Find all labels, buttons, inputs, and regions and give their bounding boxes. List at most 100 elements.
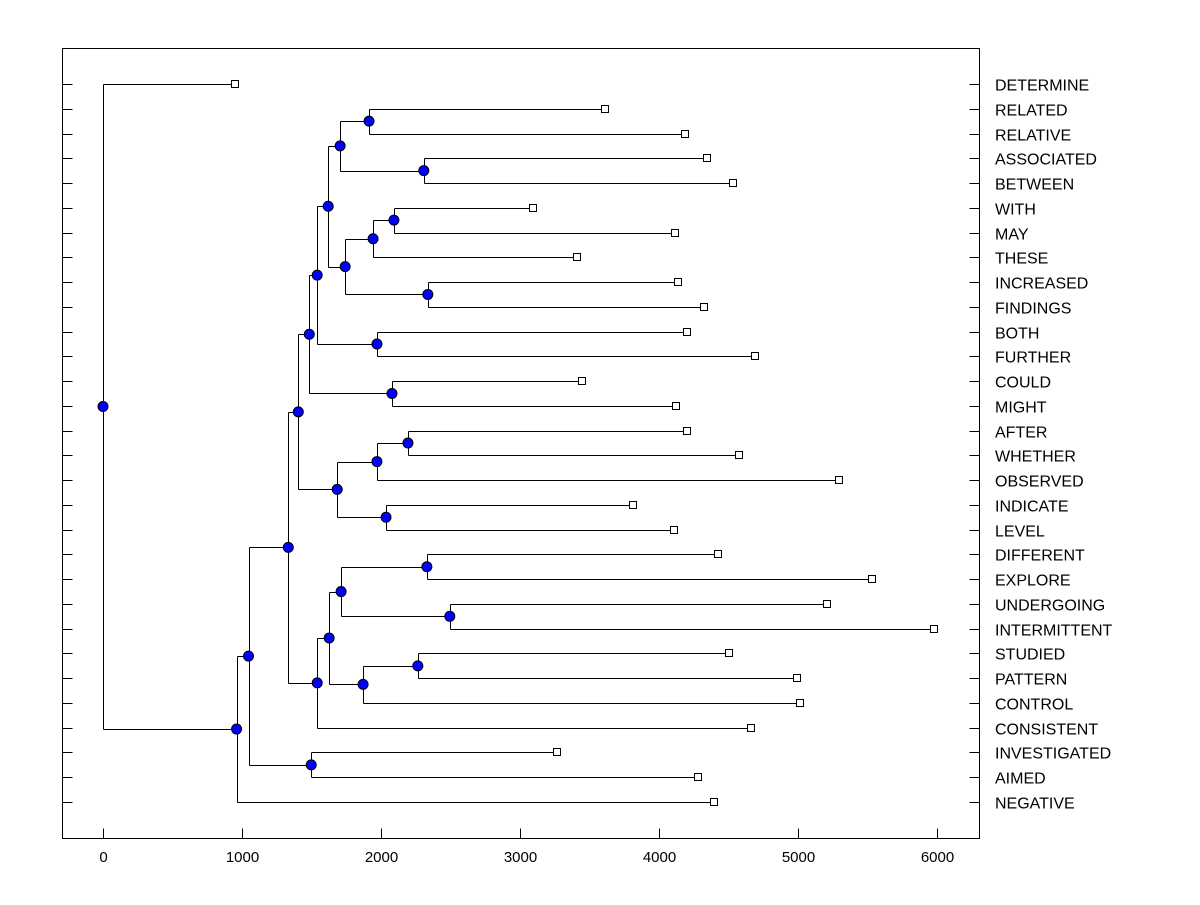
cluster-node-dot	[231, 723, 243, 735]
leaf-marker-after	[683, 427, 691, 435]
dendrogram-marks	[97, 80, 938, 806]
cluster-node-dot	[421, 561, 433, 573]
leaf-marker-whether	[735, 451, 743, 459]
leaf-label: DIFFERENT	[995, 548, 1085, 565]
leaf-label: UNDERGOING	[995, 598, 1105, 615]
cluster-node-dot	[402, 437, 414, 449]
leaf-marker-these	[573, 253, 581, 261]
cluster-node-dot	[292, 406, 304, 418]
leaf-label: CONTROL	[995, 697, 1073, 714]
cluster-node-dot	[282, 541, 294, 553]
cluster-node-dot	[388, 214, 400, 226]
cluster-node-dot	[371, 338, 383, 350]
leaf-marker-undergoing	[823, 600, 831, 608]
leaf-label: RELATED	[995, 103, 1068, 120]
leaf-marker-level	[670, 526, 678, 534]
leaf-marker-relative	[681, 130, 689, 138]
leaf-label: PATTERN	[995, 672, 1067, 689]
leaf-label: OBSERVED	[995, 474, 1084, 491]
cluster-node-dot	[323, 632, 335, 644]
leaf-label: AIMED	[995, 771, 1046, 788]
leaf-marker-findings	[700, 303, 708, 311]
leaf-label: STUDIED	[995, 647, 1065, 664]
x-tick-label: 1000	[226, 849, 259, 866]
x-tick-label: 6000	[921, 849, 954, 866]
leaf-marker-negative	[710, 798, 718, 806]
cluster-node-dot	[334, 140, 346, 152]
leaf-marker-consistent	[747, 724, 755, 732]
cluster-node-dot	[331, 483, 343, 495]
leaf-label: WITH	[995, 202, 1036, 219]
leaf-marker-control	[796, 699, 804, 707]
leaf-marker-further	[751, 352, 759, 360]
cluster-node-dot	[303, 328, 315, 340]
leaf-label: NEGATIVE	[995, 796, 1075, 813]
leaf-marker-explore	[868, 575, 876, 583]
leaf-label: DETERMINE	[995, 78, 1089, 95]
leaf-marker-indicate	[629, 501, 637, 509]
cluster-node-dot	[322, 200, 334, 212]
leaf-marker-different	[714, 550, 722, 558]
cluster-node-dot	[380, 511, 392, 523]
cluster-node-dot	[422, 288, 434, 300]
x-tick-label: 3000	[504, 849, 537, 866]
axis-ticks: 0 1000 2000 3000 4000 5000 6000	[62, 84, 980, 866]
leaf-marker-studied	[725, 649, 733, 657]
leaf-label: AFTER	[995, 425, 1047, 442]
leaf-label: BOTH	[995, 326, 1039, 343]
leaf-marker-both	[683, 328, 691, 336]
cluster-node-dot	[367, 233, 379, 245]
leaf-marker-related	[601, 105, 609, 113]
cluster-node-dot	[339, 261, 351, 273]
leaf-label: CONSISTENT	[995, 722, 1098, 739]
leaf-label: LEVEL	[995, 524, 1045, 541]
cluster-node-dot	[305, 759, 317, 771]
leaf-marker-increased	[674, 278, 682, 286]
leaf-marker-may	[671, 229, 679, 237]
leaf-label: INDICATE	[995, 499, 1068, 516]
cluster-node-dot	[386, 387, 398, 399]
leaf-marker-determine	[231, 80, 239, 88]
cluster-node-dot	[444, 610, 456, 622]
cluster-node-dot	[97, 401, 109, 413]
dendrogram-links	[103, 84, 935, 803]
cluster-node-dot	[311, 677, 323, 689]
leaf-label: INVESTIGATED	[995, 746, 1111, 763]
leaf-marker-pattern	[793, 674, 801, 682]
cluster-node-dot	[357, 678, 369, 690]
leaf-marker-between	[729, 179, 737, 187]
leaf-marker-might	[672, 402, 680, 410]
leaf-marker-intermittent	[930, 625, 938, 633]
leaf-label: ASSOCIATED	[995, 152, 1097, 169]
leaf-marker-could	[578, 377, 586, 385]
leaf-marker-investigated	[553, 748, 561, 756]
cluster-node-dot	[363, 115, 375, 127]
leaf-label: RELATIVE	[995, 128, 1071, 145]
cluster-node-dot	[412, 660, 424, 672]
leaf-marker-with	[529, 204, 537, 212]
cluster-node-dot	[243, 650, 255, 662]
leaf-marker-observed	[835, 476, 843, 484]
cluster-node-dot	[418, 165, 430, 177]
leaf-marker-associated	[703, 154, 711, 162]
x-tick-label: 5000	[782, 849, 815, 866]
leaf-label: EXPLORE	[995, 573, 1071, 590]
leaf-label: THESE	[995, 251, 1048, 268]
leaf-labels: DETERMINE RELATED RELATIVE ASSOCIATED BETWEE…	[995, 78, 1113, 813]
leaf-label: COULD	[995, 375, 1051, 392]
x-tick-label: 2000	[365, 849, 398, 866]
plot-frame	[62, 48, 980, 839]
cluster-node-dot	[311, 269, 323, 281]
leaf-label: FURTHER	[995, 350, 1071, 367]
leaf-label: INTERMITTENT	[995, 623, 1113, 640]
cluster-node-dot	[371, 456, 383, 468]
x-tick-label: 0	[99, 849, 107, 866]
leaf-label: MIGHT	[995, 400, 1047, 417]
leaf-label: INCREASED	[995, 276, 1088, 293]
cluster-node-dot	[335, 586, 347, 598]
leaf-label: WHETHER	[995, 449, 1076, 466]
leaf-marker-aimed	[694, 773, 702, 781]
leaf-label: FINDINGS	[995, 301, 1071, 318]
leaf-label: MAY	[995, 227, 1029, 244]
